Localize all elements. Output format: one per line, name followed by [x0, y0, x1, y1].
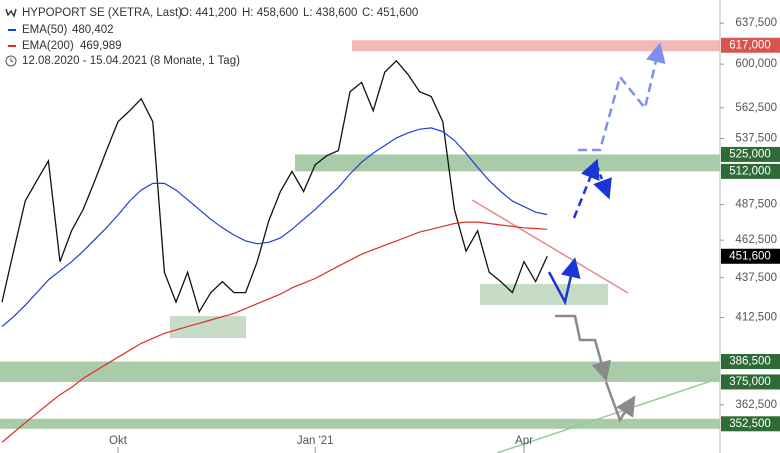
price-icon [5, 8, 17, 18]
period-note: (8 Monate, 1 Tag) [150, 55, 240, 67]
level-label: 375,000 [729, 376, 771, 388]
legend-ohlc: H: 458,600 [242, 7, 298, 19]
y-tick-label: 637,500 [735, 17, 777, 29]
level-label: 386,500 [729, 356, 771, 368]
trend-line [471, 199, 629, 294]
support-zone [295, 154, 720, 172]
legend-ohlc: L: 438,600 [303, 7, 357, 19]
trend-line [496, 377, 721, 453]
resistance-zone [352, 40, 720, 52]
x-tick-label: Jan '21 [297, 435, 334, 447]
series-line [1, 127, 548, 328]
period: 12.08.2020 - 15.04.2021 [22, 55, 147, 67]
level-label-bg [721, 248, 780, 264]
level-label-bg [721, 374, 780, 390]
x-tick-label: Okt [109, 435, 128, 447]
x-tick-label: Apr [515, 435, 533, 447]
y-tick-label: 412,500 [735, 312, 777, 324]
level-label: 617,000 [729, 39, 771, 51]
support-zone [0, 361, 720, 382]
scenario-arrow [578, 42, 666, 152]
scenario-arrow [572, 158, 600, 219]
level-label-bg [721, 163, 780, 179]
y-tick-label: 437,500 [735, 272, 777, 284]
plot [1, 59, 548, 443]
y-tick-label: 600,000 [735, 58, 777, 70]
zones [0, 40, 720, 429]
level-label-bg [721, 354, 780, 370]
legend-name: EMA(200) [22, 40, 74, 52]
y-tick-label: 487,500 [735, 199, 777, 211]
y-tick-label: 362,500 [735, 399, 777, 411]
level-label-bg [721, 146, 780, 162]
scenario-arrow [555, 314, 611, 382]
series-line [1, 221, 548, 443]
scenario-arrow [547, 257, 581, 306]
level-label: 512,000 [729, 165, 771, 177]
level-label-bg [721, 416, 780, 432]
legend-bg [0, 0, 300, 70]
scenario-arrow [604, 381, 636, 423]
support-box [170, 316, 246, 338]
y-tick-label: 462,500 [735, 234, 777, 246]
level-label: 525,000 [729, 148, 771, 160]
legend-ohlc: O: 441,200 [180, 7, 237, 19]
y-tick-label: 562,500 [735, 102, 777, 114]
support-zone [0, 418, 720, 429]
legend-value: 469,989 [80, 40, 122, 52]
legend-value: 480,402 [72, 24, 114, 36]
clock-icon [5, 55, 17, 67]
legend-title: HYPOPORT SE (XETRA, Last) [22, 7, 182, 19]
level-label-bg [721, 37, 780, 53]
support-box [480, 284, 608, 305]
legend-ohlc: C: 451,600 [362, 7, 418, 19]
level-label: 352,500 [729, 418, 771, 430]
y-tick-label: 537,500 [735, 133, 777, 145]
level-label: 451,600 [729, 250, 771, 262]
legend-name: EMA(50) [22, 24, 68, 36]
series-line [1, 59, 548, 314]
scenario-arrow [593, 165, 612, 200]
clock-icon [10, 58, 14, 63]
